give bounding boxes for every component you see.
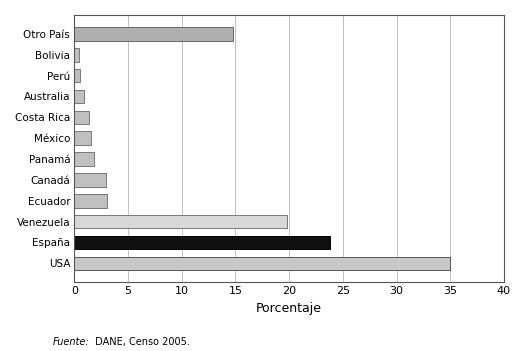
- Bar: [74, 48, 79, 61]
- Bar: [74, 131, 90, 145]
- Text: DANE, Censo 2005.: DANE, Censo 2005.: [92, 338, 190, 347]
- Bar: [74, 27, 234, 41]
- Bar: [74, 152, 94, 166]
- Bar: [74, 69, 80, 82]
- Bar: [74, 194, 107, 207]
- Bar: [74, 215, 287, 229]
- Bar: [74, 111, 89, 124]
- Bar: [74, 90, 84, 103]
- Text: Fuente:: Fuente:: [53, 338, 89, 347]
- Bar: [74, 236, 330, 249]
- Bar: [74, 257, 450, 270]
- Bar: [74, 173, 106, 187]
- X-axis label: Porcentaje: Porcentaje: [256, 302, 322, 315]
